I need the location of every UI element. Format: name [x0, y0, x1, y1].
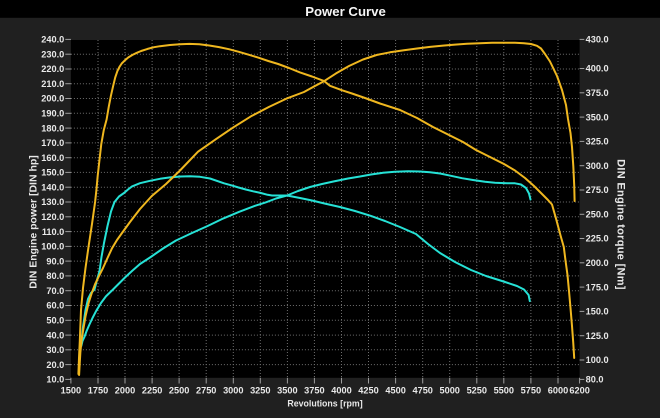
svg-text:2750: 2750	[196, 385, 216, 395]
svg-text:190.0: 190.0	[41, 109, 64, 119]
svg-text:140.0: 140.0	[41, 182, 64, 192]
svg-text:375.0: 375.0	[586, 88, 609, 98]
svg-text:1750: 1750	[88, 385, 108, 395]
svg-text:10.0: 10.0	[46, 375, 64, 385]
svg-text:Revolutions [rpm]: Revolutions [rpm]	[287, 399, 362, 409]
svg-text:220.0: 220.0	[41, 64, 64, 74]
svg-text:3000: 3000	[223, 385, 243, 395]
svg-text:30.0: 30.0	[46, 345, 64, 355]
svg-text:5500: 5500	[494, 385, 514, 395]
svg-text:180.0: 180.0	[41, 123, 64, 133]
svg-text:3750: 3750	[304, 385, 324, 395]
svg-text:5750: 5750	[521, 385, 541, 395]
svg-text:2500: 2500	[169, 385, 189, 395]
svg-text:6200: 6200	[569, 385, 589, 395]
svg-text:80.0: 80.0	[586, 375, 604, 385]
svg-text:200.0: 200.0	[586, 258, 609, 268]
svg-text:130.0: 130.0	[41, 197, 64, 207]
svg-text:DIN Engine power [DIN hp]: DIN Engine power [DIN hp]	[28, 155, 40, 289]
svg-text:120.0: 120.0	[41, 212, 64, 222]
svg-text:240.0: 240.0	[41, 35, 64, 45]
svg-text:4500: 4500	[385, 385, 405, 395]
svg-text:2250: 2250	[142, 385, 162, 395]
svg-text:400.0: 400.0	[586, 64, 609, 74]
svg-text:4250: 4250	[358, 385, 378, 395]
svg-text:175.0: 175.0	[586, 282, 609, 292]
svg-text:275.0: 275.0	[586, 185, 609, 195]
svg-text:3250: 3250	[250, 385, 270, 395]
svg-text:150.0: 150.0	[586, 307, 609, 317]
svg-text:150.0: 150.0	[41, 168, 64, 178]
svg-text:2000: 2000	[115, 385, 135, 395]
svg-text:350.0: 350.0	[586, 112, 609, 122]
svg-text:125.0: 125.0	[586, 331, 609, 341]
svg-text:230.0: 230.0	[41, 49, 64, 59]
svg-text:70.0: 70.0	[46, 286, 64, 296]
svg-text:20.0: 20.0	[46, 360, 64, 370]
svg-text:430.0: 430.0	[586, 35, 609, 45]
svg-text:4000: 4000	[331, 385, 351, 395]
svg-text:5000: 5000	[439, 385, 459, 395]
svg-text:250.0: 250.0	[586, 210, 609, 220]
svg-text:5250: 5250	[467, 385, 487, 395]
svg-text:50.0: 50.0	[46, 316, 64, 326]
svg-text:DIN Engine torque [Nm]: DIN Engine torque [Nm]	[615, 159, 627, 290]
svg-text:80.0: 80.0	[46, 271, 64, 281]
svg-text:300.0: 300.0	[586, 161, 609, 171]
svg-text:160.0: 160.0	[41, 153, 64, 163]
svg-text:225.0: 225.0	[586, 234, 609, 244]
svg-text:170.0: 170.0	[41, 138, 64, 148]
svg-text:200.0: 200.0	[41, 94, 64, 104]
svg-text:40.0: 40.0	[46, 330, 64, 340]
svg-text:4750: 4750	[412, 385, 432, 395]
svg-text:325.0: 325.0	[586, 137, 609, 147]
svg-text:3500: 3500	[277, 385, 297, 395]
svg-text:90.0: 90.0	[46, 256, 64, 266]
svg-text:1500: 1500	[61, 385, 81, 395]
svg-text:100.0: 100.0	[41, 242, 64, 252]
svg-text:6000: 6000	[548, 385, 568, 395]
svg-text:210.0: 210.0	[41, 79, 64, 89]
svg-text:110.0: 110.0	[42, 227, 64, 237]
svg-text:100.0: 100.0	[586, 355, 609, 365]
svg-text:Power Curve: Power Curve	[305, 4, 386, 19]
svg-text:60.0: 60.0	[46, 301, 64, 311]
